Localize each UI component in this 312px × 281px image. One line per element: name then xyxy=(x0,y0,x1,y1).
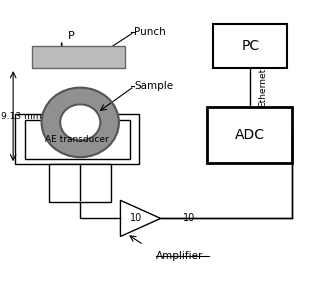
Text: 9.13 mm: 9.13 mm xyxy=(1,112,42,121)
Text: AE transducer: AE transducer xyxy=(45,135,109,144)
Text: Punch: Punch xyxy=(134,27,166,37)
Bar xyxy=(49,164,111,202)
Circle shape xyxy=(60,104,100,140)
Bar xyxy=(213,24,287,68)
Circle shape xyxy=(41,88,119,157)
Bar xyxy=(25,120,130,158)
Text: PC: PC xyxy=(241,39,259,53)
Text: Ethernet: Ethernet xyxy=(258,68,267,107)
Text: ADC: ADC xyxy=(235,128,265,142)
Bar xyxy=(207,107,292,163)
Text: Sample: Sample xyxy=(134,81,173,91)
Text: 10: 10 xyxy=(129,213,142,223)
Bar xyxy=(15,114,139,164)
Text: 10: 10 xyxy=(183,213,195,223)
Text: P: P xyxy=(68,31,75,41)
Text: Amplifier: Amplifier xyxy=(156,251,203,261)
Bar xyxy=(32,46,125,68)
